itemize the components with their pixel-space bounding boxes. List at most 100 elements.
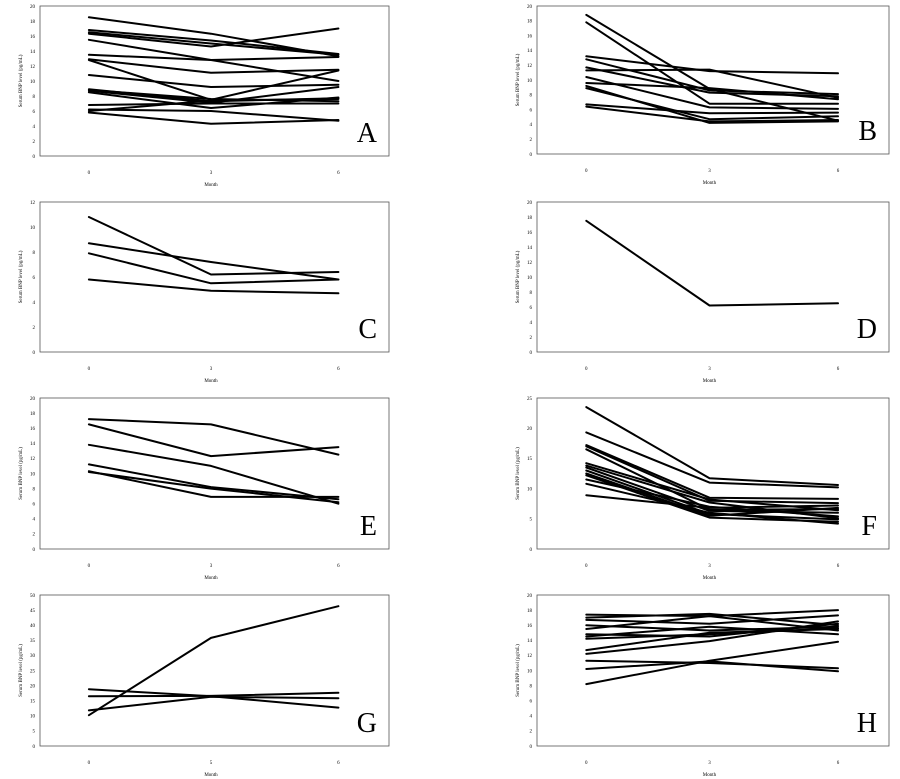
y-tick-label: 16 <box>30 35 36 40</box>
panel-letter: G <box>357 708 377 739</box>
y-tick-label: 8 <box>33 251 36 256</box>
y-tick-label: 20 <box>527 427 533 432</box>
y-tick-label: 16 <box>527 624 533 629</box>
y-axis-label: Serum BNP level (pg/mL) <box>19 447 24 500</box>
series-line-1 <box>585 219 839 307</box>
chart-panel-A: 0 2 4 6 8 10 12 14 16 18 20 0 3 6 Month Serum BNP level… <box>19 5 390 188</box>
plot-frame <box>536 397 890 550</box>
series-line-1 <box>87 216 340 276</box>
x-tick-label: 0 <box>585 367 588 372</box>
series-line-11 <box>585 103 839 115</box>
plot-frame <box>536 594 890 747</box>
chart-panel-D: 0 2 4 6 8 10 12 14 16 18 20 0 3 6 Month Serum BNP level… <box>516 201 890 384</box>
y-tick-label: 14 <box>527 639 533 644</box>
series-line-3 <box>87 443 340 505</box>
x-tick-label: 3 <box>708 564 711 569</box>
x-axis-label: Month <box>703 379 717 384</box>
y-tick-label: 10 <box>527 669 533 674</box>
y-tick-label: 50 <box>30 594 36 599</box>
x-tick-label: 0 <box>585 564 588 569</box>
y-axis-label: Serum BNP level (pg/mL) <box>516 250 521 303</box>
series-line-9 <box>585 469 839 521</box>
y-tick-label: 10 <box>30 80 36 85</box>
series-line-3 <box>87 252 340 285</box>
y-tick-label: 8 <box>33 95 36 100</box>
series-line-1 <box>87 418 340 456</box>
y-axis-label: Serum BNP level (pg/mL) <box>19 54 24 107</box>
x-axis-label: Month <box>703 576 717 581</box>
y-tick-label: 4 <box>33 301 36 306</box>
y-tick-label: 16 <box>30 427 36 432</box>
chart-panel-H: 0 2 4 6 8 10 12 14 16 18 20 0 3 6 Month Serum BNP level… <box>516 594 890 778</box>
series-line-2 <box>585 431 839 489</box>
y-tick-label: 0 <box>530 351 533 356</box>
y-tick-label: 18 <box>30 412 36 417</box>
x-tick-label: 0 <box>585 169 588 174</box>
series-line-7 <box>585 625 839 638</box>
series-line-4 <box>87 463 340 501</box>
x-tick-label: 0 <box>88 367 91 372</box>
series-line-3 <box>585 614 839 625</box>
y-tick-label: 10 <box>30 715 36 720</box>
y-tick-label: 30 <box>30 654 36 659</box>
series-line-13 <box>87 91 340 109</box>
series-line-6 <box>87 471 340 504</box>
y-tick-label: 10 <box>527 79 533 84</box>
series-line-6 <box>585 68 839 99</box>
y-tick-label: 12 <box>527 64 533 69</box>
y-tick-label: 2 <box>530 138 533 143</box>
y-axis-label: Serum BNP level (pg/mL) <box>516 644 521 697</box>
y-tick-label: 12 <box>30 65 36 70</box>
y-tick-label: 18 <box>30 20 36 25</box>
y-tick-label: 8 <box>33 487 36 492</box>
y-tick-label: 4 <box>530 123 533 128</box>
plot-frame <box>39 5 390 157</box>
y-tick-label: 40 <box>30 624 36 629</box>
x-tick-label: 3 <box>708 761 711 766</box>
y-tick-label: 0 <box>530 548 533 553</box>
x-tick-label: 3 <box>210 171 213 176</box>
y-tick-label: 8 <box>530 94 533 99</box>
x-tick-label: 6 <box>837 169 840 174</box>
x-tick-label: 6 <box>837 564 840 569</box>
series-line-5 <box>585 448 839 511</box>
y-tick-label: 10 <box>527 487 533 492</box>
plot-frame <box>536 5 890 155</box>
series-line-17 <box>87 111 340 125</box>
series-line-2 <box>585 21 839 105</box>
y-tick-label: 2 <box>530 730 533 735</box>
y-tick-label: 35 <box>30 639 36 644</box>
series-line-1 <box>87 605 340 717</box>
y-tick-label: 0 <box>33 351 36 356</box>
series-line-7 <box>87 58 340 74</box>
series-line-9 <box>585 628 839 652</box>
series-line-2 <box>87 423 340 458</box>
series-line-3 <box>87 31 340 56</box>
y-tick-label: 15 <box>30 700 36 705</box>
panel-letter: C <box>358 314 377 345</box>
series-line-2 <box>87 29 340 55</box>
series-line-16 <box>87 98 340 112</box>
panel-letter: H <box>857 708 877 739</box>
y-tick-label: 14 <box>30 442 36 447</box>
panel-letter: F <box>861 511 877 542</box>
y-tick-label: 20 <box>527 594 533 599</box>
y-tick-label: 20 <box>30 397 36 402</box>
x-tick-label: 6 <box>837 367 840 372</box>
y-tick-label: 16 <box>527 34 533 39</box>
y-axis-label: Serum BNP level (pg/mL) <box>516 53 521 106</box>
plot-frame <box>536 201 890 353</box>
chart-panel-F: 0 5 10 15 20 25 0 3 6 Month Serum BNP level (pg/mL… <box>516 397 890 581</box>
series-line-3 <box>585 444 839 500</box>
panel-letter: E <box>360 511 377 542</box>
series-line-5 <box>585 615 839 632</box>
series-line-15 <box>87 108 340 122</box>
y-tick-label: 12 <box>30 457 36 462</box>
y-tick-label: 4 <box>530 715 533 720</box>
y-tick-label: 6 <box>33 276 36 281</box>
x-tick-label: 6 <box>337 761 340 766</box>
series-line-13 <box>585 482 839 525</box>
series-line-12 <box>585 478 839 518</box>
y-tick-label: 0 <box>33 548 36 553</box>
